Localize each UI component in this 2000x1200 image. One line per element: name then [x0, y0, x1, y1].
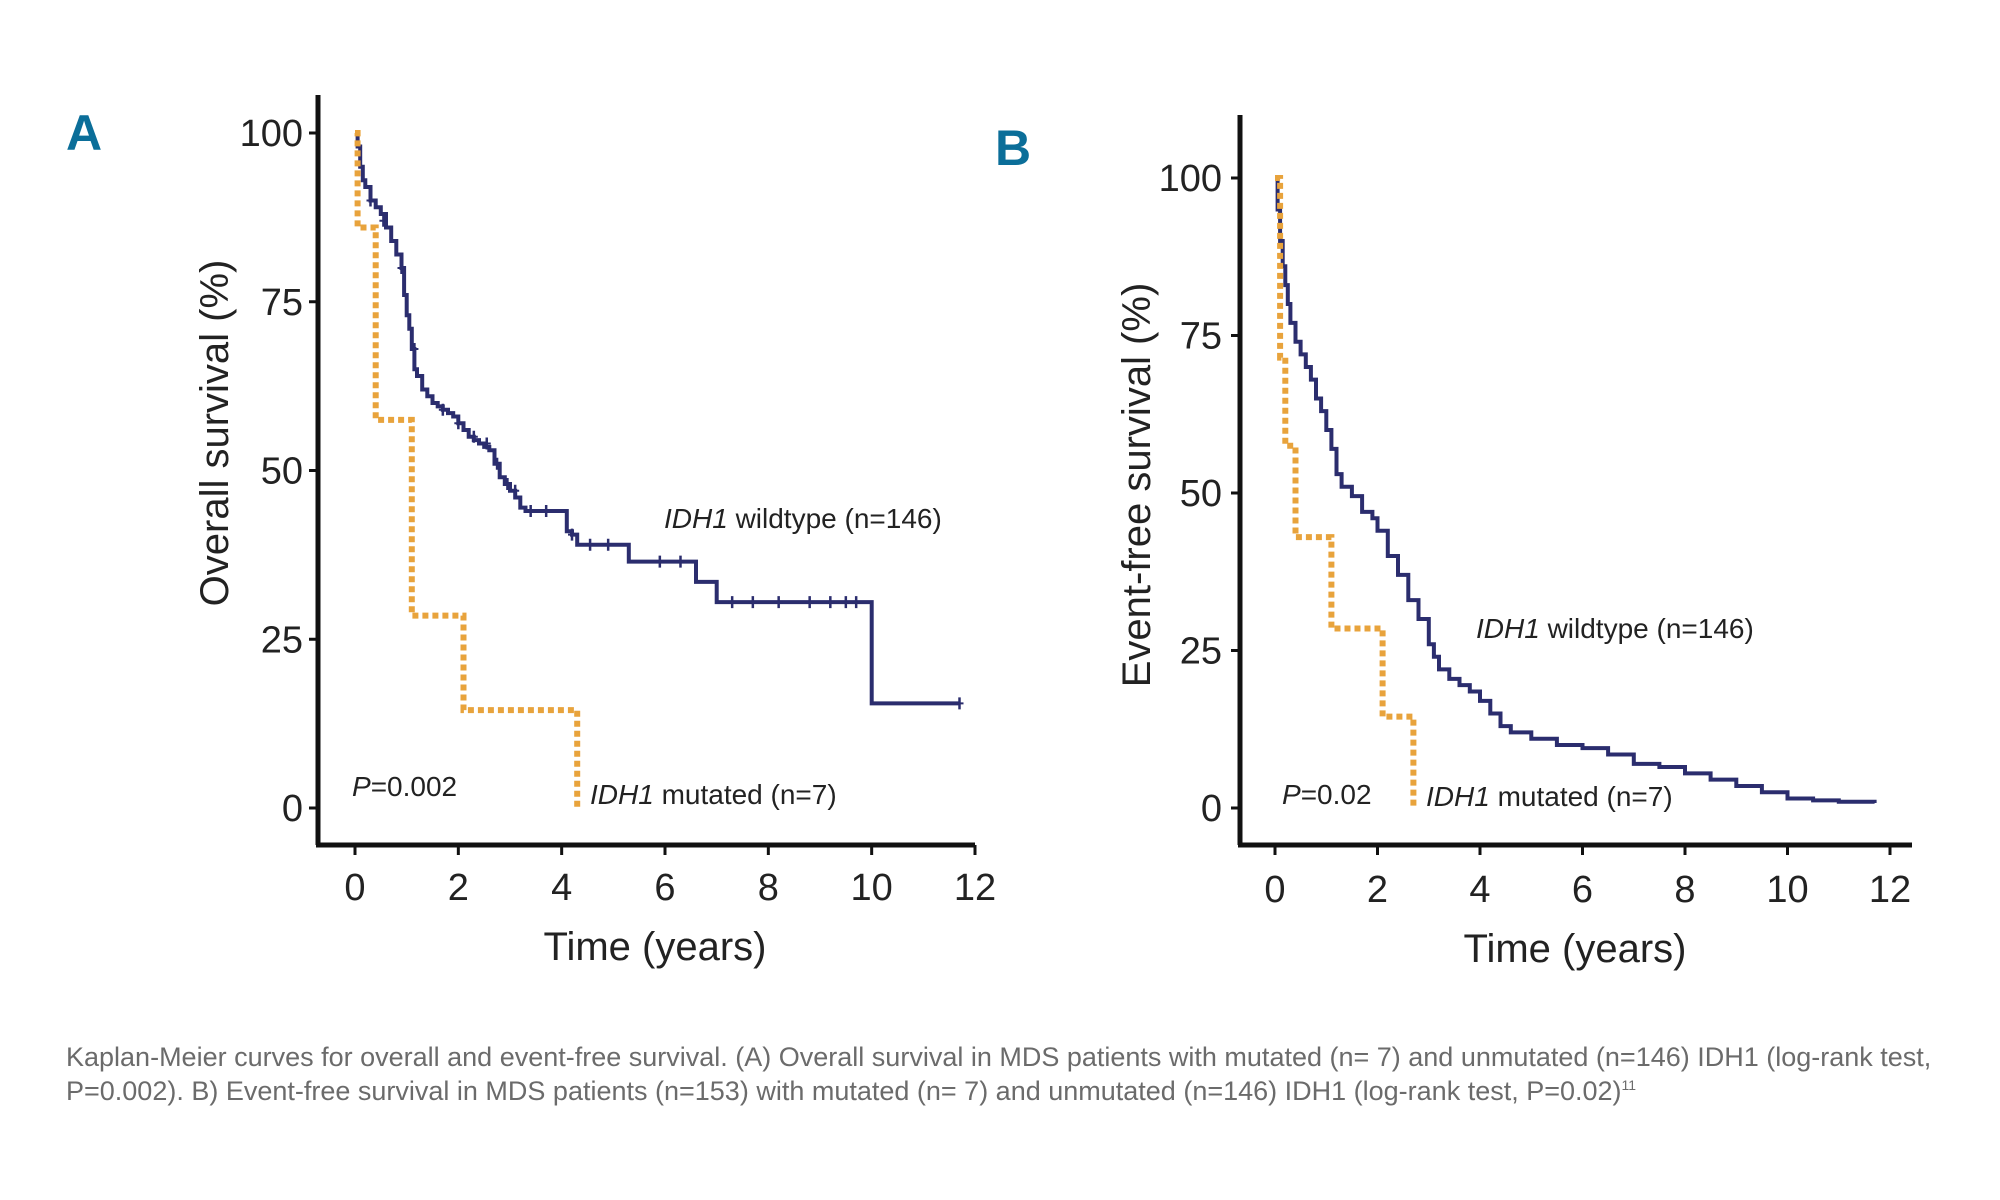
panel-a-wildtype-series	[355, 131, 964, 710]
panel-a: A 0 25 50 75 100 0 2 4 6 8 10 12 Time (years) Overa…	[66, 95, 996, 969]
x-tick-label: 4	[551, 867, 572, 909]
x-tick-label: 8	[1674, 869, 1695, 911]
x-tick-label: 6	[654, 867, 675, 909]
mutated-curve	[1275, 175, 1417, 808]
y-tick-label: 75	[1180, 316, 1222, 358]
panel-b-p-value: P=0.02	[1282, 779, 1372, 810]
panel-a-axes	[315, 95, 975, 848]
panel-a-mutated-label-text: mutated (n=7)	[654, 779, 837, 810]
panel-a-wildtype-label-gene: IDH1	[664, 503, 728, 534]
panel-b-mutated-series	[1275, 175, 1417, 808]
y-tick-label: 100	[1159, 158, 1222, 200]
panel-b-mutated-label-gene: IDH1	[1426, 781, 1490, 812]
y-tick-label: 50	[1180, 473, 1222, 515]
y-tick-label: 25	[261, 619, 303, 661]
caption-reference: 11	[1621, 1077, 1637, 1093]
x-tick-label: 8	[758, 867, 779, 909]
x-tick-label: 0	[344, 867, 365, 909]
y-tick-label: 75	[261, 282, 303, 324]
panel-b: B 0 25 50 75 100 0 2 4 6 8 10 12 Time (years) Event…	[995, 115, 1912, 971]
panel-b-y-axis-title: Event-free survival (%)	[1115, 283, 1159, 688]
panel-b-wildtype-label: IDH1 wildtype (n=146)	[1476, 613, 1754, 644]
wildtype-curve	[355, 131, 960, 706]
panel-a-x-axis-title: Time (years)	[544, 925, 767, 969]
y-tick-label: 25	[1180, 631, 1222, 673]
x-tick-label: 4	[1469, 869, 1490, 911]
mutated-curve	[354, 130, 581, 808]
panel-b-x-axis-title: Time (years)	[1464, 927, 1687, 971]
figure-caption: Kaplan-Meier curves for overall and even…	[66, 1040, 1966, 1108]
panel-b-mutated-label-text: mutated (n=7)	[1490, 781, 1673, 812]
y-tick-label: 50	[261, 451, 303, 493]
x-tick-label: 2	[448, 867, 469, 909]
panel-a-wildtype-label: IDH1 wildtype (n=146)	[664, 503, 942, 534]
y-tick-label: 0	[1201, 788, 1222, 830]
panel-a-mutated-label-gene: IDH1	[590, 779, 654, 810]
panel-a-ticks: 0 25 50 75 100 0 2 4 6 8 10 12	[240, 113, 997, 909]
panel-a-p-value-text: =0.002	[371, 771, 457, 802]
x-tick-label: 12	[1869, 869, 1911, 911]
x-tick-label: 6	[1572, 869, 1593, 911]
panel-a-y-axis-title: Overall survival (%)	[193, 260, 237, 607]
panel-b-wildtype-label-text: wildtype (n=146)	[1540, 613, 1754, 644]
y-tick-label: 0	[282, 788, 303, 830]
panel-a-letter: A	[66, 105, 102, 161]
panel-a-p-value: P=0.002	[352, 771, 457, 802]
x-tick-label: 10	[1766, 869, 1808, 911]
panel-b-axes	[1237, 115, 1912, 848]
caption-text: Kaplan-Meier curves for overall and even…	[66, 1042, 1932, 1106]
panel-b-mutated-label: IDH1 mutated (n=7)	[1426, 781, 1673, 812]
panel-b-letter: B	[995, 120, 1031, 176]
x-tick-label: 2	[1367, 869, 1388, 911]
panel-b-p-value-text: =0.02	[1301, 779, 1372, 810]
panel-b-wildtype-series	[1275, 176, 1877, 804]
wildtype-curve	[1275, 176, 1877, 804]
x-tick-label: 0	[1264, 869, 1285, 911]
panel-a-wildtype-label-text: wildtype (n=146)	[728, 503, 942, 534]
panel-a-mutated-label: IDH1 mutated (n=7)	[590, 779, 837, 810]
panel-a-mutated-series	[354, 130, 581, 808]
y-tick-label: 100	[240, 113, 303, 155]
panel-a-p-value-symbol: P	[352, 771, 371, 802]
x-tick-label: 12	[954, 867, 996, 909]
panel-b-wildtype-label-gene: IDH1	[1476, 613, 1540, 644]
panel-b-p-value-symbol: P	[1282, 779, 1301, 810]
x-tick-label: 10	[851, 867, 893, 909]
